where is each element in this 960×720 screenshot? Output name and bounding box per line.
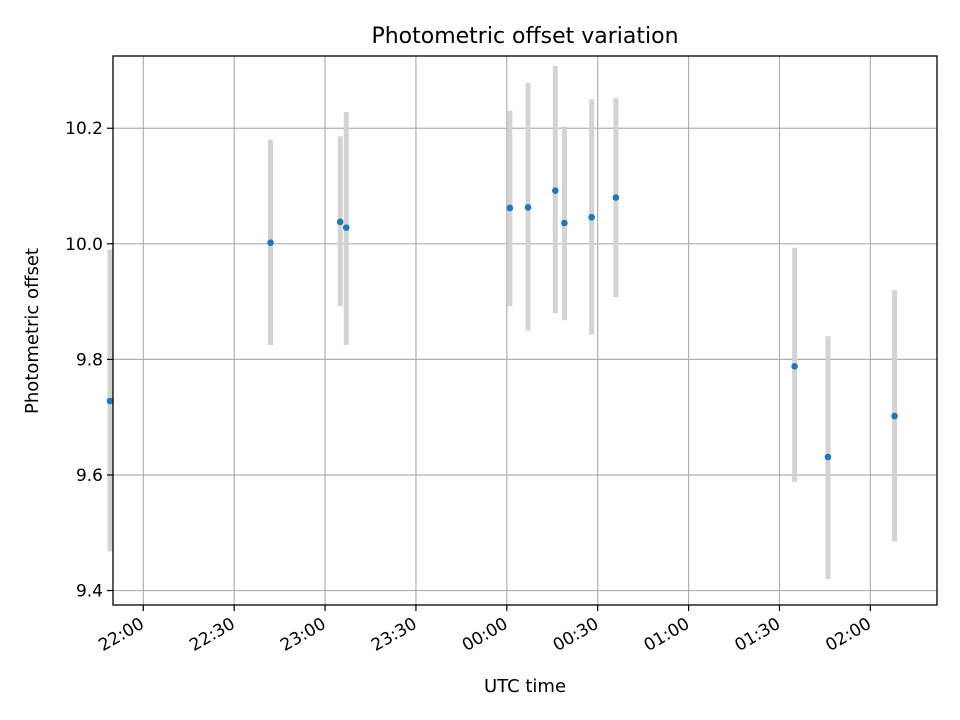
y-axis-ticks: 9.4 9.6 9.8 10.0 10.2 xyxy=(65,119,113,602)
data-point xyxy=(336,218,344,226)
y-tick-label: 9.4 xyxy=(76,582,103,602)
y-tick-label: 10.0 xyxy=(65,235,103,255)
y-tick-label: 9.6 xyxy=(76,466,103,486)
y-tick-label: 10.2 xyxy=(65,119,103,139)
data-point xyxy=(561,219,568,227)
data-point xyxy=(524,204,532,211)
data-point xyxy=(824,453,832,461)
data-point xyxy=(106,397,114,405)
data-point xyxy=(612,194,620,201)
data-point xyxy=(506,204,514,212)
plot-area-frame xyxy=(112,55,938,606)
data-point xyxy=(791,363,798,370)
y-axis-label: Photometric offset xyxy=(22,248,43,414)
data-point xyxy=(551,187,559,194)
x-axis-label: UTC time xyxy=(484,676,566,697)
data-points xyxy=(106,187,898,461)
chart-title: Photometric offset variation xyxy=(371,24,678,49)
data-point xyxy=(267,239,274,246)
grid xyxy=(113,56,937,605)
y-tick-label: 9.8 xyxy=(76,350,103,370)
data-point xyxy=(588,213,595,221)
data-point xyxy=(891,412,898,420)
data-point xyxy=(342,224,350,231)
